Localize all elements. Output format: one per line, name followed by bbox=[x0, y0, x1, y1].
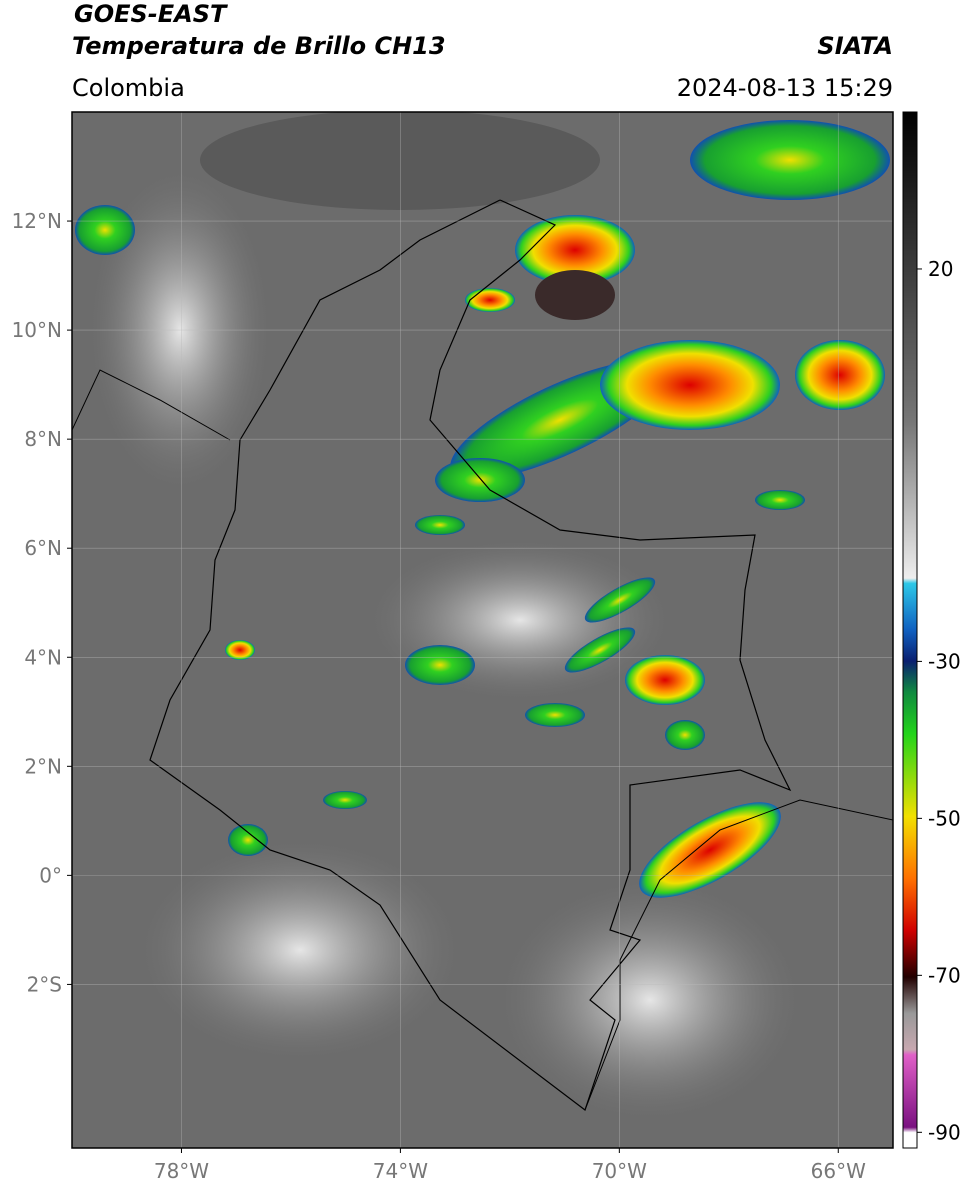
lat-tick-label: 0° bbox=[39, 863, 62, 887]
colorbar-tick-label: -70 bbox=[928, 963, 961, 987]
map-frame bbox=[71, 111, 894, 1149]
lat-tick-label: 2°S bbox=[27, 972, 62, 996]
colorbar-tick-label: -50 bbox=[928, 806, 961, 830]
lat-tick-label: 12°N bbox=[12, 209, 62, 233]
lat-tick-label: 8°N bbox=[24, 427, 62, 451]
lat-tick-label: 2°N bbox=[24, 754, 62, 778]
lat-tick-label: 4°N bbox=[24, 645, 62, 669]
title: GOES-EAST bbox=[74, 0, 228, 28]
lon-tick-label: 78°W bbox=[154, 1159, 209, 1183]
colorbar-tick-label: -30 bbox=[928, 649, 961, 673]
satellite-image bbox=[72, 112, 893, 1148]
timestamp: 2024-08-13 15:29 bbox=[677, 74, 893, 102]
source: SIATA bbox=[817, 32, 893, 60]
lat-tick-label: 10°N bbox=[12, 318, 62, 342]
lat-tick-label: 6°N bbox=[24, 536, 62, 560]
lon-tick-label: 70°W bbox=[592, 1159, 647, 1183]
lon-tick-label: 74°W bbox=[373, 1159, 428, 1183]
colorbar-tick-label: 20 bbox=[928, 257, 953, 281]
region: Colombia bbox=[72, 74, 185, 102]
colorbar-tick-label: -90 bbox=[928, 1120, 961, 1144]
subtitle: Temperatura de Brillo CH13 bbox=[72, 32, 446, 60]
lon-tick-label: 66°W bbox=[811, 1159, 866, 1183]
colorbar bbox=[902, 111, 918, 1149]
